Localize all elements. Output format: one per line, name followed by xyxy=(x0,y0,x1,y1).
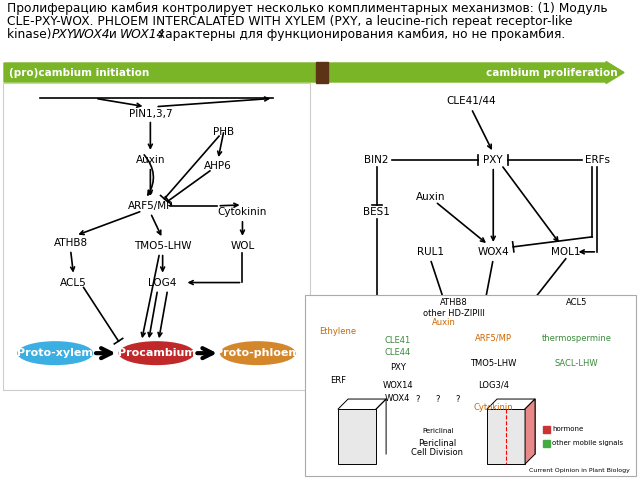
Text: other mobile signals: other mobile signals xyxy=(552,441,623,446)
Text: PHB: PHB xyxy=(214,127,235,137)
Text: и: и xyxy=(105,28,121,41)
Text: ARF5/MP: ARF5/MP xyxy=(475,334,512,343)
Text: WOX4: WOX4 xyxy=(385,394,410,403)
Ellipse shape xyxy=(220,341,296,365)
Text: Phloem: Phloem xyxy=(564,348,611,358)
Text: BES1: BES1 xyxy=(364,207,390,217)
Text: Proto-xylem: Proto-xylem xyxy=(17,348,93,358)
FancyArrow shape xyxy=(4,61,624,84)
Text: LOG4: LOG4 xyxy=(148,277,177,288)
Text: kinase).: kinase). xyxy=(7,28,60,41)
Text: Proto-phloem: Proto-phloem xyxy=(216,348,300,358)
Text: ATHB8: ATHB8 xyxy=(440,298,468,307)
Text: RUL1: RUL1 xyxy=(417,247,444,257)
Text: Auxin: Auxin xyxy=(432,318,456,327)
Ellipse shape xyxy=(557,341,619,365)
Text: ERF: ERF xyxy=(330,375,346,384)
Text: Auxin: Auxin xyxy=(415,192,445,202)
Text: hormone: hormone xyxy=(552,426,584,432)
Text: TMO5-LHW: TMO5-LHW xyxy=(470,359,517,368)
Text: SACL-LHW: SACL-LHW xyxy=(555,359,598,368)
Ellipse shape xyxy=(17,341,93,365)
Text: PXY: PXY xyxy=(390,363,406,372)
Text: CLE44: CLE44 xyxy=(385,348,411,358)
Text: Periclinal: Periclinal xyxy=(419,439,456,448)
Text: cambium proliferation: cambium proliferation xyxy=(486,68,618,77)
Bar xyxy=(316,62,328,83)
Ellipse shape xyxy=(442,341,513,365)
Text: LOG3/4: LOG3/4 xyxy=(478,381,509,390)
Ellipse shape xyxy=(336,341,398,365)
Text: other HD-ZIPIII: other HD-ZIPIII xyxy=(423,309,485,318)
Text: характерны для функционирования камбия, но не прокамбия.: характерны для функционирования камбия, … xyxy=(154,28,565,41)
Text: Procambium: Procambium xyxy=(118,348,195,358)
Text: ERFs: ERFs xyxy=(585,155,610,165)
Text: WOX4: WOX4 xyxy=(73,28,111,41)
Text: ACL5: ACL5 xyxy=(566,298,587,307)
Bar xyxy=(487,409,525,464)
Polygon shape xyxy=(525,399,535,464)
Text: PIN1,3,7: PIN1,3,7 xyxy=(129,108,172,119)
Bar xyxy=(3,83,310,390)
Text: ?: ? xyxy=(435,396,440,405)
Text: ?: ? xyxy=(455,396,460,405)
Text: Ethylene: Ethylene xyxy=(319,327,356,336)
Text: Current Opinion in Plant Biology: Current Opinion in Plant Biology xyxy=(529,468,629,473)
Text: ACL5: ACL5 xyxy=(60,277,87,288)
Text: Xylem: Xylem xyxy=(348,348,387,358)
Text: Cytokinin: Cytokinin xyxy=(474,403,513,412)
Text: Cell Division: Cell Division xyxy=(412,448,463,457)
Text: Auxin: Auxin xyxy=(136,155,165,165)
Text: MOL1: MOL1 xyxy=(551,247,580,257)
Text: WOX14: WOX14 xyxy=(382,381,413,390)
Text: Cambium: Cambium xyxy=(449,348,507,358)
Text: ARF5/MP: ARF5/MP xyxy=(127,201,173,211)
Text: WOX14: WOX14 xyxy=(120,28,165,41)
Bar xyxy=(543,426,550,433)
Text: TMO5-LHW: TMO5-LHW xyxy=(134,240,191,251)
Text: PXY: PXY xyxy=(483,155,503,165)
Text: Cytokinin: Cytokinin xyxy=(218,207,267,217)
Text: ?: ? xyxy=(415,396,420,405)
Text: CLE-PXY-WOX. PHLOEM INTERCALATED WITH XYLEM (PXY, a leucine-rich repeat receptor: CLE-PXY-WOX. PHLOEM INTERCALATED WITH XY… xyxy=(7,15,573,28)
Text: PXY.: PXY. xyxy=(52,28,77,41)
Text: Пролиферацию камбия контролирует несколько комплиментарных механизмов: (1) Модул: Пролиферацию камбия контролирует несколь… xyxy=(7,2,607,15)
Ellipse shape xyxy=(118,341,195,365)
Bar xyxy=(305,295,636,476)
Text: WOX4: WOX4 xyxy=(477,247,509,257)
Text: AHP6: AHP6 xyxy=(204,161,232,171)
Text: thermospermine: thermospermine xyxy=(541,334,611,343)
Text: ATHB8: ATHB8 xyxy=(54,238,88,248)
Text: Periclinal: Periclinal xyxy=(422,428,454,433)
Text: (pro)cambium initiation: (pro)cambium initiation xyxy=(9,68,149,77)
Bar xyxy=(543,441,550,447)
Text: BIN2: BIN2 xyxy=(364,155,389,165)
Text: CLE41/44: CLE41/44 xyxy=(446,96,496,107)
Text: CLE41: CLE41 xyxy=(385,336,411,345)
Bar xyxy=(338,409,376,464)
Text: WOL: WOL xyxy=(230,240,255,251)
